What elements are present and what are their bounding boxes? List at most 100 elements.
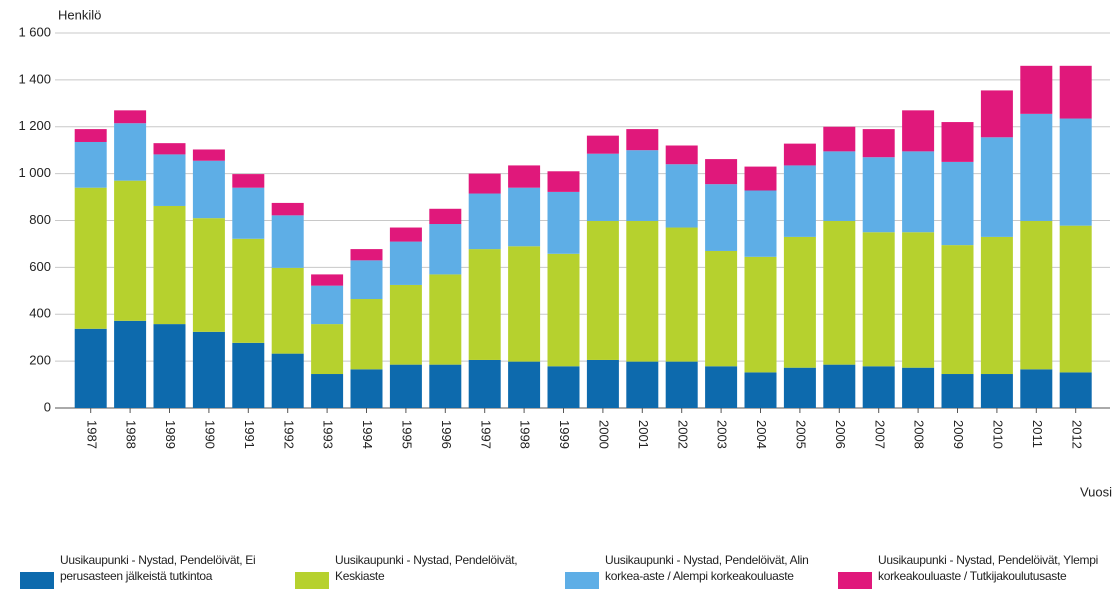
legend-label: Uusikaupunki - Nystad, Pendelöivät, Ylem… (878, 553, 1098, 583)
x-tick-label: 2006 (833, 420, 848, 449)
bar-segment (153, 143, 186, 155)
x-tick-label: 2000 (596, 420, 611, 449)
bar-segment (153, 154, 186, 206)
bar-segment (350, 369, 383, 408)
bar-segment (114, 320, 147, 408)
legend-item: Uusikaupunki - Nystad, Pendelöivät, Kesk… (295, 552, 560, 602)
legend-label: Uusikaupunki - Nystad, Pendelöivät, Alin… (605, 553, 809, 583)
legend-swatch (20, 572, 54, 589)
x-tick-label: 1998 (518, 420, 533, 449)
bar-segment (389, 364, 422, 408)
bar-segment (508, 246, 541, 362)
bar-segment (1020, 113, 1053, 221)
bar-segment (705, 366, 738, 408)
bar-segment (271, 215, 304, 268)
y-tick-label: 600 (29, 259, 51, 274)
bar-segment (586, 359, 619, 408)
bar-segment (153, 324, 186, 408)
bar-segment (468, 173, 501, 194)
bar-segment (744, 166, 777, 191)
bar-segment (980, 374, 1013, 408)
bar-segment (389, 241, 422, 285)
bar-segment (980, 90, 1013, 138)
bar-segment (902, 151, 935, 233)
x-tick-label: 1987 (84, 420, 99, 449)
bar-segment (468, 193, 501, 250)
bar-segment (665, 227, 698, 362)
bar-segment (508, 187, 541, 247)
y-tick-label: 1 000 (18, 165, 51, 180)
bar-segment (429, 224, 462, 275)
bar-segment (1020, 369, 1053, 408)
bar-segment (232, 238, 265, 343)
x-tick-label: 1991 (242, 420, 257, 449)
bar-segment (902, 232, 935, 368)
bar-segment (429, 208, 462, 225)
bar-segment (1059, 372, 1092, 408)
bar-segment (1020, 220, 1053, 370)
x-tick-label: 1992 (281, 420, 296, 449)
bar-segment (192, 218, 225, 332)
bar-segment (192, 331, 225, 408)
bar-segment (508, 361, 541, 408)
bar-segment (586, 220, 619, 360)
x-tick-label: 2003 (715, 420, 730, 449)
bar-segment (941, 245, 974, 375)
x-tick-label: 2008 (912, 420, 927, 449)
x-tick-label: 1995 (399, 420, 414, 449)
bar-segment (744, 256, 777, 373)
bar-segment (232, 174, 265, 188)
x-tick-label: 1997 (478, 420, 493, 449)
bar-segment (1059, 118, 1092, 226)
y-tick-label: 1 200 (18, 118, 51, 133)
bar-segment (862, 157, 895, 233)
bar-segment (823, 151, 856, 221)
x-tick-label: 1999 (557, 420, 572, 449)
bar-segment (508, 165, 541, 188)
x-tick-label: 2007 (872, 420, 887, 449)
bar-segment (705, 250, 738, 367)
bar-segment (271, 353, 304, 408)
bar-segment (823, 126, 856, 152)
y-tick-label: 800 (29, 212, 51, 227)
bar-segment (744, 190, 777, 257)
x-tick-label: 2009 (951, 420, 966, 449)
bar-segment (547, 253, 580, 367)
bar-segment (114, 110, 147, 124)
bar-segment (74, 141, 107, 188)
bar-segment (311, 274, 344, 286)
legend-label: Uusikaupunki - Nystad, Pendelöivät, Kesk… (335, 553, 518, 583)
bar-segment (1059, 225, 1092, 373)
x-axis-label: Vuosi (1080, 484, 1112, 499)
bar-segment (744, 372, 777, 408)
legend-swatch (295, 572, 329, 589)
bar-segment (547, 366, 580, 408)
x-tick-label: 2010 (990, 420, 1005, 449)
bar-segment (980, 236, 1013, 375)
bar-segment (783, 165, 816, 237)
bar-segment (941, 374, 974, 408)
bar-segment (350, 249, 383, 261)
y-tick-label: 400 (29, 306, 51, 321)
y-axis-label: Henkilö (58, 7, 101, 22)
bar-segment (626, 129, 659, 151)
bar-segment (665, 164, 698, 228)
bar-segment (114, 123, 147, 181)
y-tick-label: 1 400 (18, 71, 51, 86)
bar-segment (114, 180, 147, 321)
bar-segment (705, 159, 738, 185)
x-tick-label: 2005 (793, 420, 808, 449)
bar-segment (547, 171, 580, 192)
bar-segment (468, 359, 501, 408)
bar-segment (389, 227, 422, 242)
bar-segment (586, 153, 619, 221)
x-tick-label: 1993 (321, 420, 336, 449)
x-tick-label: 2001 (636, 420, 651, 449)
bar-segment (350, 260, 383, 300)
bar-segment (311, 374, 344, 408)
legend-label: Uusikaupunki - Nystad, Pendelöivät, Ei p… (60, 553, 256, 583)
bar-segment (705, 184, 738, 251)
bar-segment (862, 366, 895, 408)
legend-swatch (565, 572, 599, 589)
bar-segment (350, 299, 383, 370)
